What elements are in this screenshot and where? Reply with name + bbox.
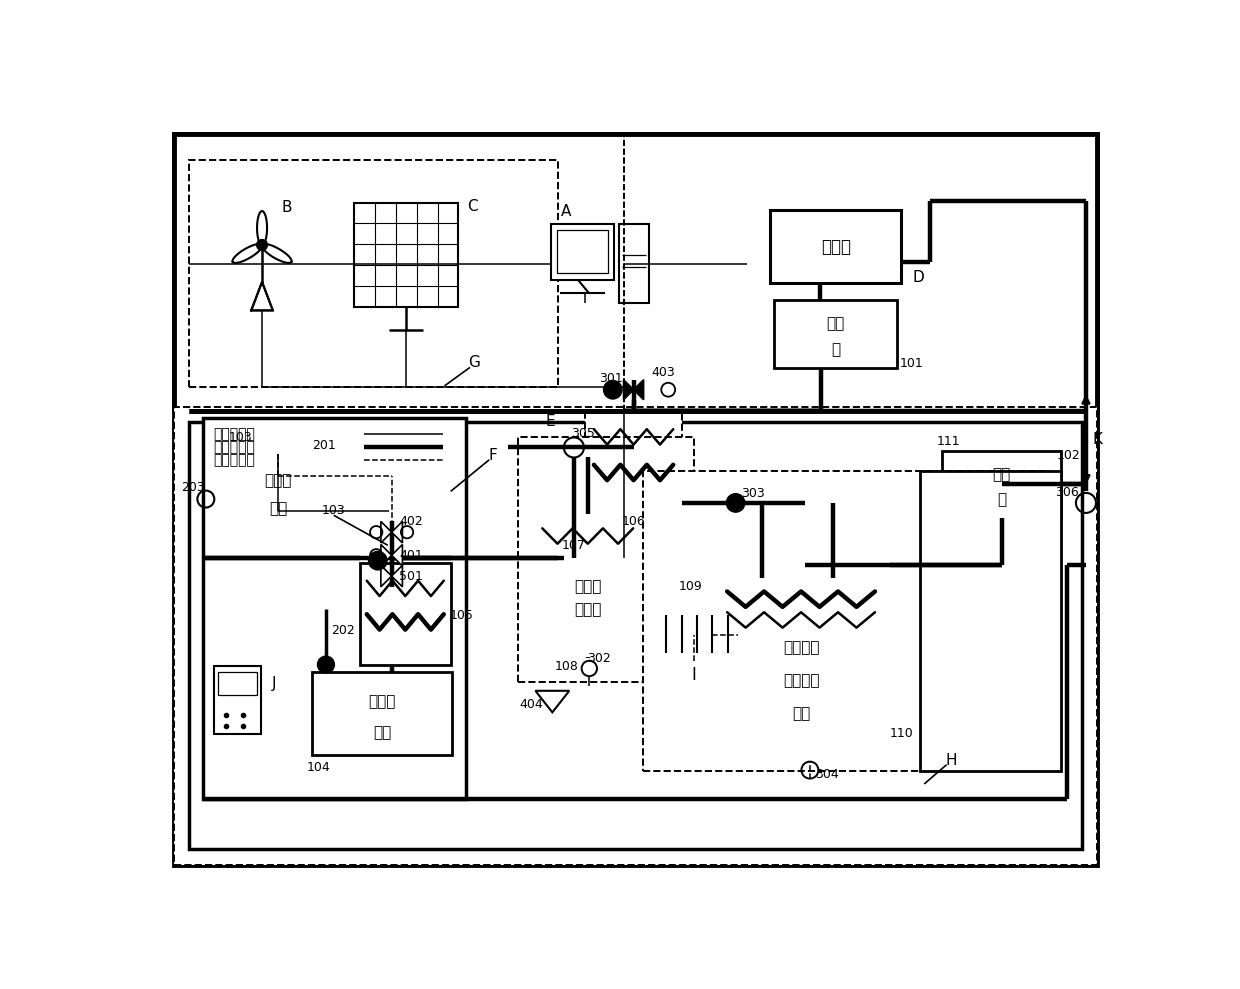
- Circle shape: [604, 381, 622, 399]
- Text: 305: 305: [572, 427, 595, 440]
- Text: 电力传输线: 电力传输线: [213, 427, 255, 441]
- Polygon shape: [392, 566, 403, 586]
- Text: 泵: 泵: [831, 341, 841, 357]
- Text: 302: 302: [587, 652, 610, 665]
- Polygon shape: [381, 521, 392, 543]
- Text: 泵: 泵: [997, 492, 1006, 506]
- Text: 202: 202: [331, 624, 355, 637]
- Text: 201: 201: [311, 439, 336, 452]
- Bar: [551, 225, 614, 280]
- Polygon shape: [381, 545, 392, 566]
- Text: E: E: [546, 413, 556, 429]
- Text: I: I: [691, 666, 696, 683]
- Text: 负荷: 负荷: [373, 725, 392, 740]
- Text: 用户热: 用户热: [368, 694, 396, 709]
- Text: D: D: [913, 270, 924, 285]
- Bar: [213, 667, 262, 734]
- Text: 105: 105: [450, 609, 474, 622]
- Bar: [213, 454, 343, 530]
- Polygon shape: [536, 690, 569, 712]
- Bar: [188, 160, 558, 388]
- Text: 102: 102: [1056, 449, 1080, 462]
- Polygon shape: [392, 521, 403, 543]
- Text: F: F: [489, 448, 497, 463]
- Text: 信息传输线: 信息传输线: [213, 453, 255, 467]
- Text: 燃气轮机: 燃气轮机: [782, 640, 820, 655]
- Text: G: G: [467, 355, 480, 370]
- Bar: [174, 406, 1097, 864]
- Bar: [355, 203, 459, 307]
- Text: A: A: [560, 205, 572, 220]
- Bar: [360, 563, 450, 665]
- Text: 109: 109: [680, 581, 703, 593]
- Text: 负荷: 负荷: [269, 501, 288, 516]
- Polygon shape: [257, 211, 267, 245]
- Polygon shape: [233, 244, 262, 263]
- Bar: [713, 578, 889, 761]
- Bar: [188, 422, 1083, 850]
- Text: B: B: [281, 201, 291, 216]
- Text: K: K: [1092, 432, 1102, 447]
- Text: 501: 501: [399, 570, 423, 583]
- Text: 电锅炉: 电锅炉: [574, 602, 601, 617]
- Text: 306: 306: [1055, 486, 1079, 498]
- Bar: [644, 471, 1050, 770]
- Circle shape: [727, 494, 745, 512]
- Text: 110: 110: [889, 728, 913, 741]
- Text: 循环: 循环: [992, 467, 1011, 482]
- Text: 108: 108: [554, 660, 578, 673]
- Text: C: C: [467, 199, 477, 214]
- Text: J: J: [272, 675, 275, 690]
- Bar: [203, 418, 466, 799]
- Text: 304: 304: [815, 768, 838, 781]
- Bar: [650, 607, 738, 661]
- Text: 热电厂: 热电厂: [821, 238, 851, 256]
- Circle shape: [368, 552, 387, 570]
- Circle shape: [317, 656, 335, 674]
- Bar: [174, 135, 1097, 410]
- Bar: [312, 673, 453, 756]
- Polygon shape: [252, 282, 273, 311]
- Text: 用户电: 用户电: [264, 474, 291, 489]
- Bar: [205, 422, 459, 472]
- Text: 101: 101: [899, 357, 923, 370]
- Bar: [942, 451, 1061, 518]
- Text: 循环: 循环: [827, 316, 844, 331]
- Text: H: H: [945, 754, 957, 768]
- Text: 301: 301: [599, 373, 622, 386]
- Text: 404: 404: [518, 698, 543, 711]
- Text: 热力传输线: 热力传输线: [213, 440, 255, 454]
- Text: 103: 103: [322, 504, 346, 517]
- Bar: [920, 471, 1060, 770]
- Text: 103: 103: [228, 431, 253, 444]
- Circle shape: [257, 239, 268, 250]
- Bar: [518, 437, 694, 681]
- Bar: [534, 514, 641, 657]
- Text: 303: 303: [740, 488, 764, 500]
- Text: 403: 403: [651, 366, 675, 379]
- Bar: [557, 230, 608, 273]
- Polygon shape: [262, 244, 291, 263]
- Polygon shape: [624, 380, 634, 400]
- Bar: [770, 211, 901, 284]
- Polygon shape: [381, 566, 392, 586]
- Text: 104: 104: [306, 762, 330, 774]
- Bar: [585, 412, 682, 509]
- Bar: [774, 301, 898, 368]
- Text: 直热式: 直热式: [574, 580, 601, 594]
- Text: 111: 111: [936, 435, 960, 448]
- Text: 203: 203: [181, 481, 205, 494]
- Text: 106: 106: [621, 515, 646, 528]
- Polygon shape: [634, 380, 644, 400]
- Text: 401: 401: [399, 549, 423, 562]
- Text: 热电联产: 热电联产: [782, 673, 820, 687]
- Bar: [619, 225, 650, 303]
- Polygon shape: [392, 545, 403, 566]
- Text: 107: 107: [562, 539, 585, 552]
- Bar: [218, 673, 257, 695]
- Text: 系统: 系统: [792, 706, 810, 721]
- Text: 402: 402: [399, 515, 423, 528]
